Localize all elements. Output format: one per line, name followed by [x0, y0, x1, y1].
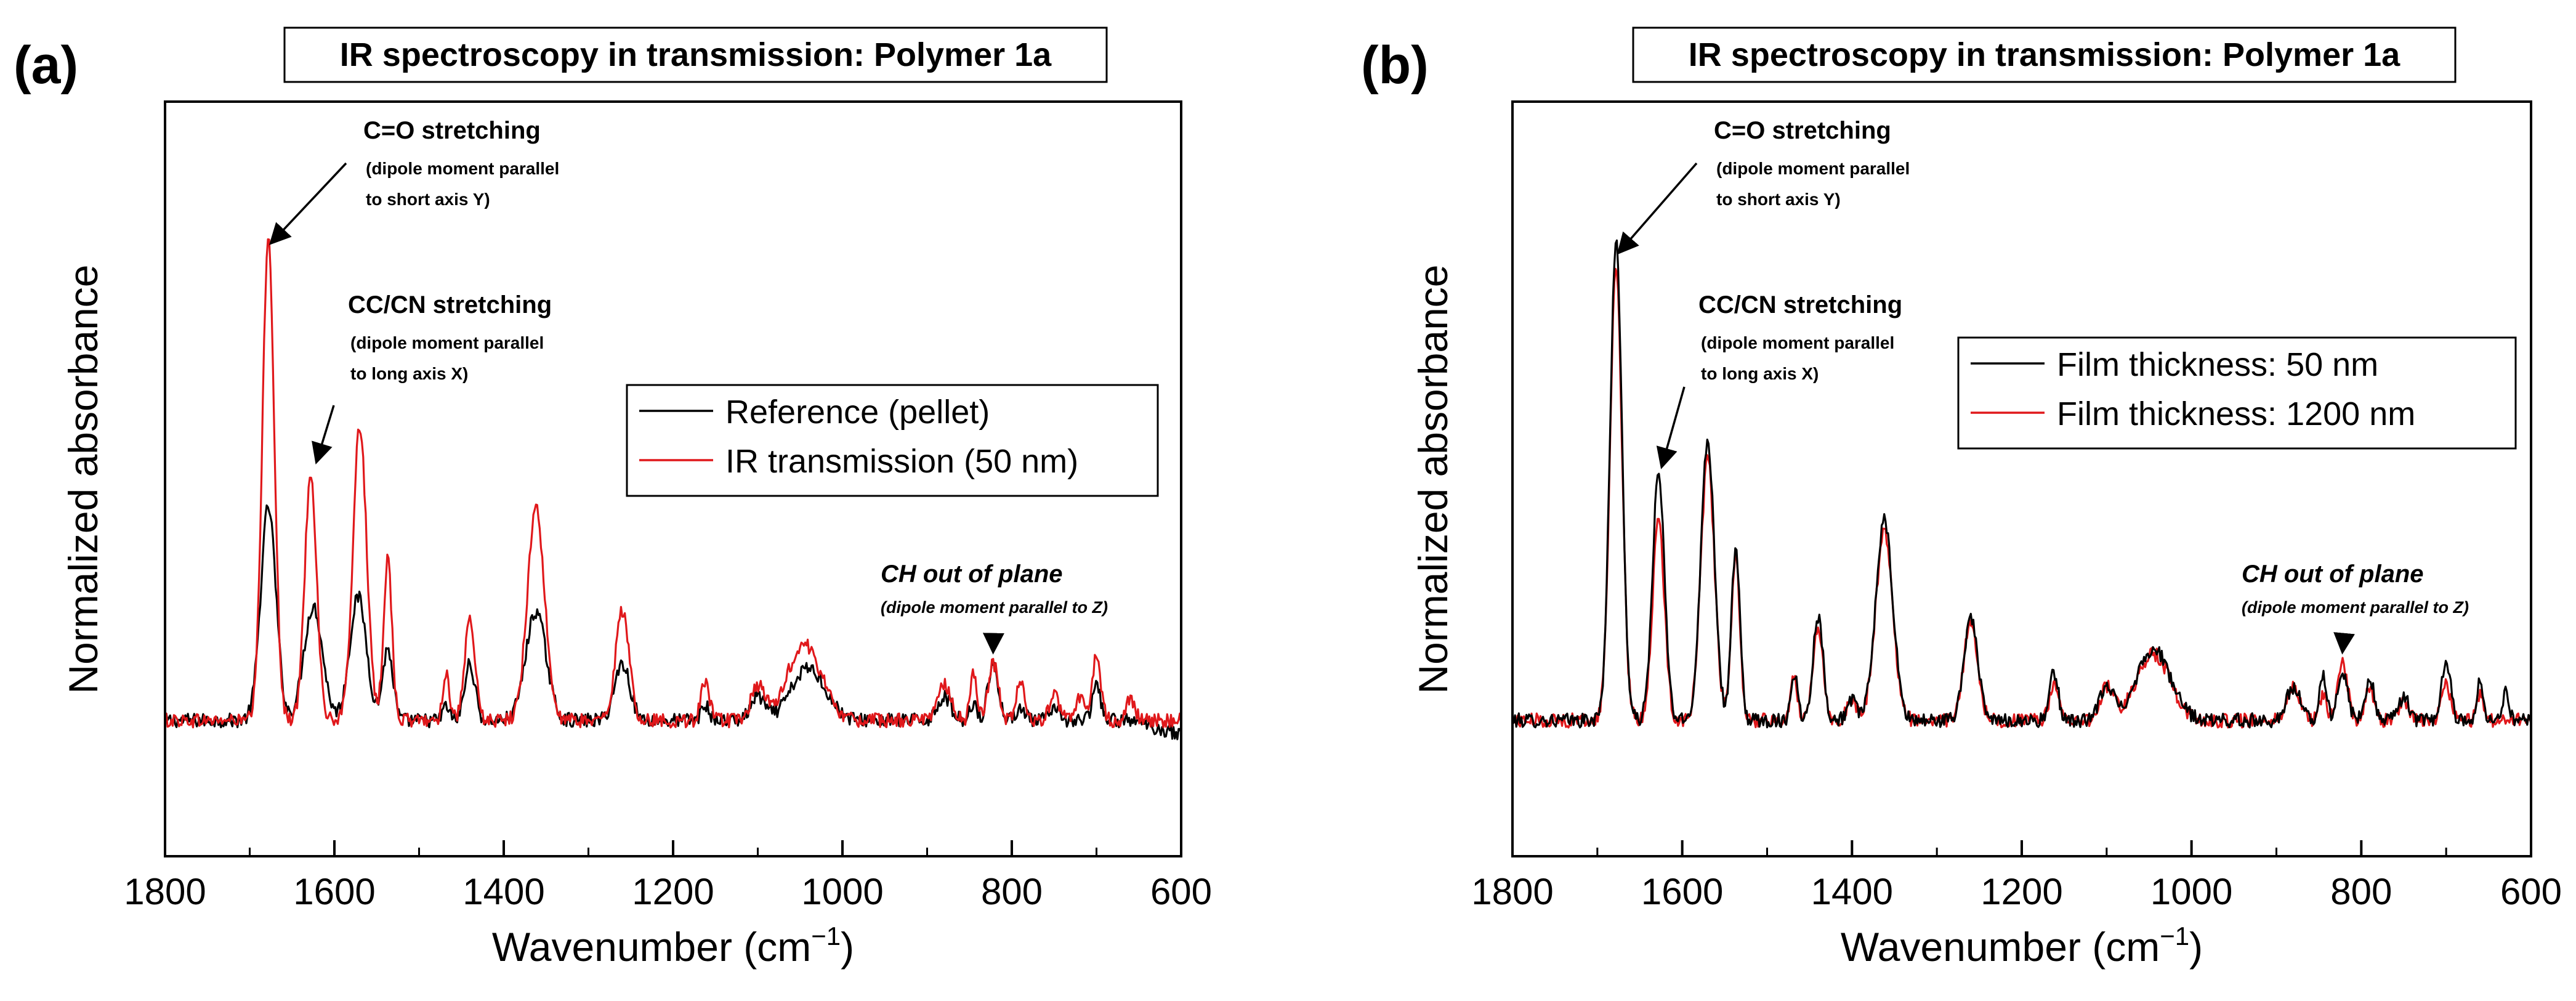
- panel-label: (a): [14, 36, 78, 95]
- x-tick-label: 1000: [2150, 871, 2232, 912]
- chart-title-box: [1632, 26, 2457, 83]
- series-line-first: [1514, 239, 2530, 729]
- x-axis-title-main: Wavenumber (cm: [492, 924, 811, 970]
- annotation-detail: (dipole moment parallel: [366, 159, 559, 178]
- x-tick-label: 1600: [1641, 871, 1723, 912]
- annotation-arrow: [1656, 386, 1686, 469]
- x-axis-title-exponent: −1: [811, 922, 841, 950]
- annotation-heading: C=O stretching: [363, 117, 541, 144]
- x-tick-label: 600: [2500, 871, 2562, 912]
- panel-label: (b): [1361, 36, 1429, 95]
- x-tick-label: 1600: [293, 871, 375, 912]
- annotation-heading: CH out of plane: [881, 561, 1063, 588]
- annotation-ch: CH out of plane (dipole moment parallel t…: [2242, 561, 2469, 655]
- chart-panel-b: (b) IR spectroscopy in transmission: Poly…: [1361, 26, 2562, 970]
- legend-label: Film thickness: 1200 nm: [2057, 395, 2415, 432]
- series-line-first: [166, 504, 1180, 740]
- x-tick-label: 1000: [801, 871, 883, 912]
- x-axis-title-close: ): [841, 924, 854, 970]
- annotation-detail: (dipole moment parallel to Z): [881, 598, 1108, 617]
- annotation-heading: CC/CN stretching: [348, 291, 552, 318]
- annotation-detail: (dipole moment parallel to Z): [2242, 598, 2469, 617]
- chart-title-box: [283, 26, 1108, 83]
- annotation-detail: (dipole moment parallel: [350, 333, 544, 352]
- plot-frame: [1511, 100, 2532, 857]
- legend-label: IR transmission (50 nm): [725, 443, 1078, 480]
- annotation-co: C=O stretching (dipole moment parallel to …: [269, 117, 559, 245]
- x-tick-label: 1200: [632, 871, 714, 912]
- x-tick-label: 1800: [1471, 871, 1553, 912]
- annotation-heading: CC/CN stretching: [1698, 291, 1902, 318]
- annotation-detail: to long axis X): [1701, 364, 1819, 383]
- y-axis-title: Normalized absorbance: [60, 264, 106, 694]
- legend-box: [1957, 336, 2517, 450]
- y-axis-title: Normalized absorbance: [1410, 264, 1456, 694]
- series-line-second: [166, 238, 1180, 729]
- annotation-co: C=O stretching (dipole moment parallel to …: [1617, 117, 1910, 255]
- chart-title: IR spectroscopy in transmission: Polymer…: [1689, 36, 2400, 73]
- x-axis-title: Wavenumber (cm−1): [1841, 922, 2203, 970]
- legend-label: Reference (pellet): [725, 394, 990, 431]
- annotation-arrow: [269, 162, 347, 245]
- x-tick-label: 600: [1150, 871, 1212, 912]
- annotation-arrow: [312, 405, 335, 465]
- x-tick-label: 1800: [124, 871, 206, 912]
- annotation-heading: CH out of plane: [2242, 561, 2424, 588]
- x-tick-label: 800: [2330, 871, 2392, 912]
- x-tick-label: 1400: [462, 871, 544, 912]
- annotation-detail: to short axis Y): [1716, 190, 1841, 209]
- annotation-detail: (dipole moment parallel: [1716, 159, 1910, 178]
- annotation-heading: C=O stretching: [1714, 117, 1891, 144]
- annotation-detail: (dipole moment parallel: [1701, 333, 1894, 352]
- annotation-arrow: [1617, 162, 1698, 255]
- legend-box: [626, 384, 1159, 497]
- x-axis-title-exponent: −1: [2160, 922, 2189, 950]
- annotation-cc: CC/CN stretching (dipole moment parallel t…: [1656, 291, 1902, 469]
- x-tick-label: 1200: [1980, 871, 2062, 912]
- chart-title: IR spectroscopy in transmission: Polymer…: [340, 36, 1052, 73]
- x-axis-title-close: ): [2189, 924, 2203, 970]
- legend-label: Film thickness: 50 nm: [2057, 346, 2378, 383]
- annotation-cc: CC/CN stretching (dipole moment parallel t…: [312, 291, 552, 465]
- x-axis-title-main: Wavenumber (cm: [1841, 924, 2160, 970]
- x-axis-title: Wavenumber (cm−1): [492, 922, 854, 970]
- annotation-ch: CH out of plane (dipole moment parallel t…: [881, 561, 1108, 655]
- annotation-detail: to short axis Y): [366, 190, 490, 209]
- chart-panel-a: (a) IR spectroscopy in transmission: Poly…: [14, 26, 1212, 970]
- x-tick-label: 1400: [1811, 871, 1893, 912]
- annotation-detail: to long axis X): [350, 364, 468, 383]
- x-tick-label: 800: [981, 871, 1043, 912]
